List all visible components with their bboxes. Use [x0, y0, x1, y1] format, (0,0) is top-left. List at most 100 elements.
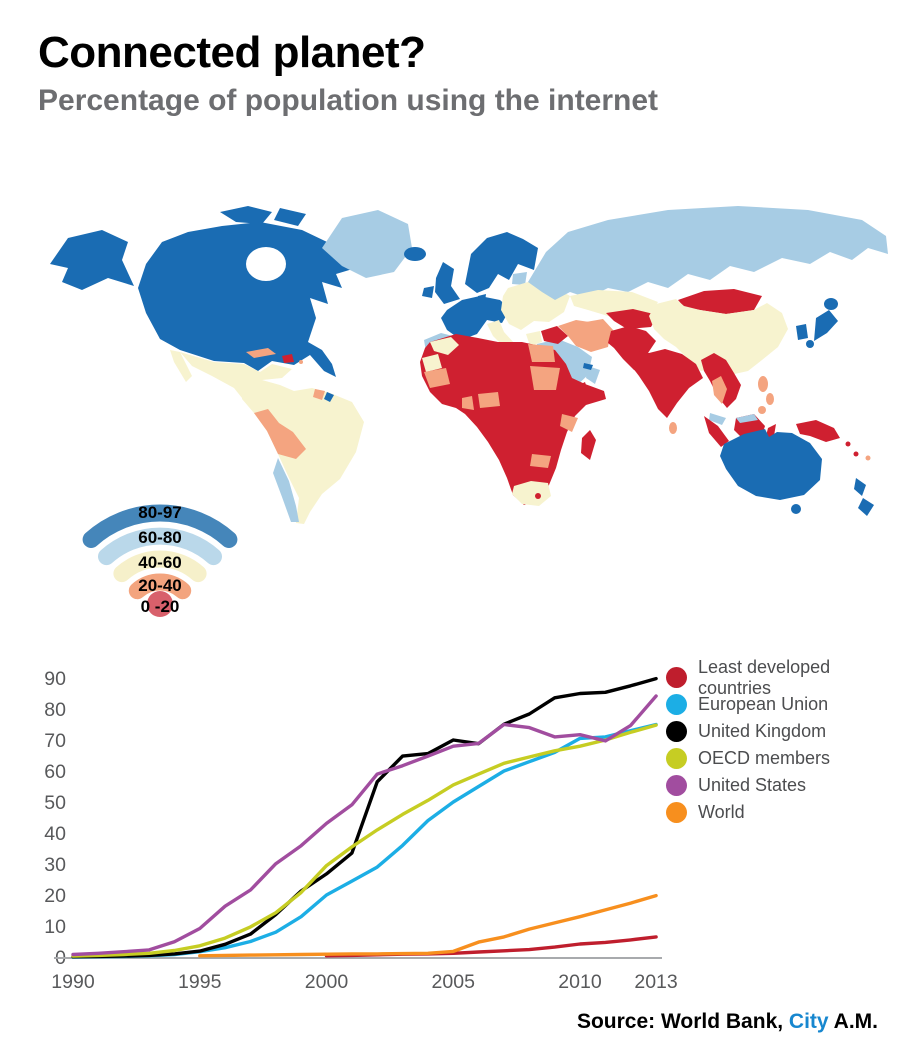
series-line-united-kingdom: [71, 676, 658, 959]
map-region-puerto-rico: [299, 360, 303, 364]
map-region-zimbabwe: [530, 454, 551, 468]
legend-dot: [666, 721, 687, 742]
wifi-dot-0-20: [147, 591, 173, 617]
map-region-india: [629, 349, 703, 418]
map-region-sudan: [530, 366, 560, 390]
map-region-thailand: [712, 376, 727, 404]
map-region-kenya: [560, 414, 578, 432]
map-region-uae: [583, 363, 593, 370]
series-line-united-states: [71, 694, 658, 957]
map-region-madagascar: [581, 430, 596, 460]
map-legend-band-80-97: 80-97: [138, 503, 182, 522]
map-region-uzbekistan: [606, 309, 658, 329]
map-region-greenland: [322, 210, 412, 278]
map-region-south-africa: [512, 481, 551, 506]
map-region-sumatra: [704, 416, 729, 447]
map-region-western-europe: [441, 296, 510, 340]
map-region-egypt: [528, 344, 555, 362]
x-tick-2005: 2005: [432, 971, 476, 993]
map-region-vanuatu: [853, 451, 859, 457]
wifi-arc-40-60: [113, 550, 207, 583]
x-tick-2010: 2010: [558, 971, 602, 993]
map-region-iran: [558, 320, 611, 352]
x-tick-1990: 1990: [51, 971, 95, 993]
map-legend: 80-97 60-80 40-60 20-40 0 -20: [55, 495, 265, 630]
wifi-icon: [82, 504, 238, 617]
world-map: [50, 206, 888, 524]
map-region-hudson-bay: [246, 247, 286, 281]
legend-item-european-union: European Union: [666, 691, 900, 718]
legend-dot: [666, 775, 687, 796]
y-tick-40: 40: [44, 823, 66, 845]
map-region-new-zealand-north: [854, 478, 866, 496]
series-line-world: [198, 893, 658, 958]
y-tick-60: 60: [44, 761, 66, 783]
y-tick-90: 90: [44, 668, 66, 690]
source-prefix: Source: World Bank,: [576, 1010, 789, 1033]
y-tick-80: 80: [44, 699, 66, 721]
map-region-japan-hokkaido: [824, 298, 838, 310]
map-region-new-guinea: [796, 420, 840, 442]
map-region-peru-bolivia: [254, 409, 306, 459]
map-region-sri-lanka: [669, 422, 677, 434]
map-region-china: [649, 299, 788, 375]
map-region-baltics: [512, 272, 527, 285]
legend-item-oecd-members: OECD members: [666, 745, 900, 772]
y-tick-10: 10: [44, 916, 66, 938]
map-region-lesotho: [535, 493, 541, 499]
map-region-iraq: [541, 326, 568, 344]
map-region-greece: [526, 331, 542, 346]
legend-label: European Union: [698, 694, 829, 714]
map-region-scandinavia: [465, 232, 538, 293]
y-tick-20: 20: [44, 885, 66, 907]
wifi-arc-60-80: [98, 527, 222, 566]
legend-item-united-states: United States: [666, 772, 900, 799]
map-region-cuba: [246, 348, 276, 358]
map-legend-band-20-40: 20-40: [138, 576, 182, 595]
legend-dot: [666, 748, 687, 769]
legend-label: OECD members: [698, 748, 831, 768]
map-region-hispaniola: [282, 354, 294, 363]
wifi-arc-20-40: [128, 573, 192, 600]
page-subtitle: Percentage of population using the inter…: [38, 84, 659, 117]
wifi-arc-80-97: [82, 504, 238, 548]
legend-label: World: [698, 802, 745, 822]
legend-label: Least developed countries: [698, 656, 831, 698]
series-line-oecd-members: [71, 723, 658, 958]
map-region-morocco: [430, 337, 459, 355]
map-region-malaysia: [709, 413, 726, 425]
legend-label: United States: [698, 775, 807, 795]
map-region-philippines-mindanao: [758, 406, 766, 414]
map-region-french-guiana: [324, 392, 334, 402]
map-region-new-zealand-south: [858, 498, 874, 516]
x-tick-2013: 2013: [634, 971, 677, 993]
map-region-united-kingdom: [435, 262, 460, 304]
legend-dot: [666, 802, 687, 823]
source-suffix: A.M.: [828, 1010, 878, 1033]
map-region-guyana-suriname: [313, 389, 325, 400]
legend-label: United Kingdom: [698, 721, 827, 741]
map-region-ireland: [422, 286, 434, 298]
map-region-western-sahara: [422, 354, 442, 372]
map-region-nigeria: [478, 392, 500, 408]
chart-legend: Least developed countries European Union U…: [666, 657, 900, 826]
map-region-tasmania: [791, 504, 801, 514]
x-tick-1995: 1995: [178, 971, 222, 993]
map-region-canada-usa: [138, 222, 356, 377]
map-region-chile: [273, 458, 299, 522]
y-tick-50: 50: [44, 792, 66, 814]
map-legend-band-40-60: 40-60: [138, 553, 182, 572]
map-region-mauritania: [424, 368, 450, 388]
legend-item-least-developed-countries: Least developed countries: [666, 657, 900, 698]
legend-dot: [666, 694, 687, 715]
source-line: Source: World Bank, City A.M.: [577, 1010, 878, 1034]
x-tick-2000: 2000: [305, 971, 349, 993]
map-region-solomon-islands: [845, 441, 851, 447]
map-region-philippines-luzon: [758, 376, 768, 392]
source-brand: City: [788, 1010, 829, 1033]
map-region-malaysia-borneo: [736, 414, 758, 423]
map-region-oman: [586, 366, 600, 384]
page-title: Connected planet?: [38, 28, 426, 77]
map-region-japan-kyushu: [806, 340, 814, 348]
